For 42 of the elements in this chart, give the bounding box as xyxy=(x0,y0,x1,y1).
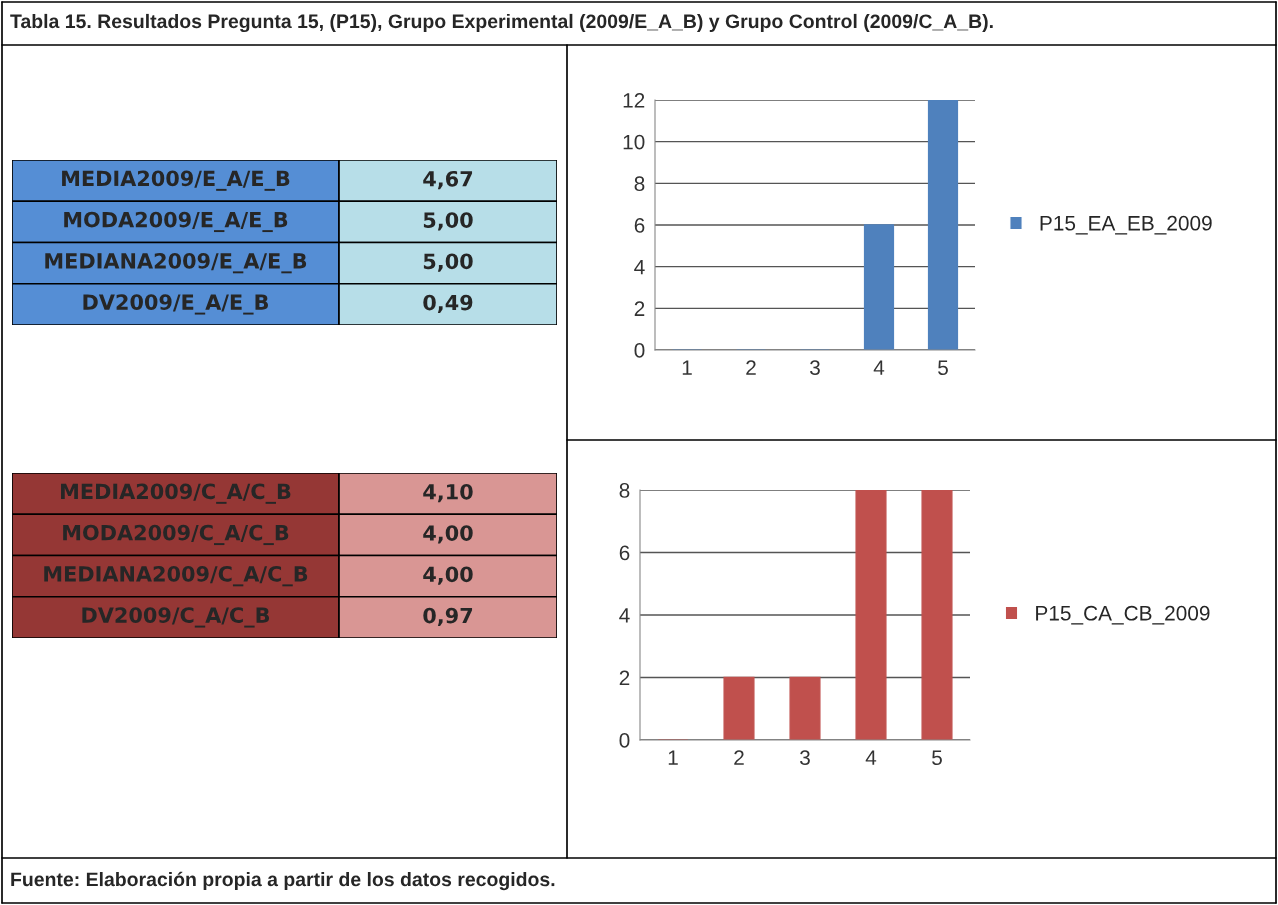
text: 4,00 xyxy=(423,566,473,585)
y-tick-label: 12 xyxy=(623,93,645,108)
text: 5,00 xyxy=(423,212,473,231)
x-tick-label: 4 xyxy=(873,360,885,375)
text: 0,49 xyxy=(423,294,473,314)
text: MEDIA2009/C_A/C_B xyxy=(61,483,291,504)
y-tick-label: 8 xyxy=(619,483,630,498)
text: MODA2009/C_A/C_B xyxy=(63,524,289,546)
text: MODA2009/E_A/E_B xyxy=(64,211,288,233)
text: Tabla 15. Resultados Pregunta 15, (P15), Grupo Experimental (2009/E_A_B) y Grupo Control (2009/C_A_B). xyxy=(10,13,993,33)
text: MEDIANA2009/E_A/E_B xyxy=(45,252,307,274)
y-tick-label: 2 xyxy=(634,301,645,316)
x-tick-label: 5 xyxy=(938,360,948,376)
text: 4,10 xyxy=(423,483,473,503)
text: 0,97 xyxy=(423,607,473,627)
x-tick-label: 4 xyxy=(865,750,877,765)
legend-label: P15_CA_CB_2009 xyxy=(1036,605,1210,625)
y-tick-label: 2 xyxy=(619,670,630,686)
x-tick-label: 5 xyxy=(932,750,942,766)
text: 4,00 xyxy=(423,525,473,544)
y-tick-label: 4 xyxy=(619,608,630,623)
text: MEDIANA2009/C_A/C_B xyxy=(44,565,308,587)
y-tick-label: 10 xyxy=(623,134,645,150)
x-tick-label: 2 xyxy=(734,750,744,765)
text: DV2009/C_A/C_B xyxy=(82,607,270,628)
y-tick-label: 4 xyxy=(634,259,645,275)
text: 5,00 xyxy=(423,253,473,272)
x-tick-label: 1 xyxy=(682,360,692,375)
y-tick-label: 0 xyxy=(619,733,630,748)
legend-label: P15_EA_EB_2009 xyxy=(1040,215,1212,235)
source-note: Fuente: Elaboración propia a partir de los datos recogidos. xyxy=(11,871,555,891)
y-tick-label: 8 xyxy=(634,176,645,192)
text: 4,67 xyxy=(423,170,473,190)
y-tick-label: 6 xyxy=(619,545,630,561)
y-tick-label: 0 xyxy=(634,343,645,358)
x-tick-label: 3 xyxy=(800,750,810,766)
x-tick-label: 2 xyxy=(746,360,756,375)
x-tick-label: 1 xyxy=(668,750,678,765)
x-tick-label: 3 xyxy=(810,360,820,376)
text: MEDIA2009/E_A/E_B xyxy=(62,170,290,191)
y-tick-label: 6 xyxy=(634,218,645,233)
text: DV2009/E_A/E_B xyxy=(83,294,268,315)
